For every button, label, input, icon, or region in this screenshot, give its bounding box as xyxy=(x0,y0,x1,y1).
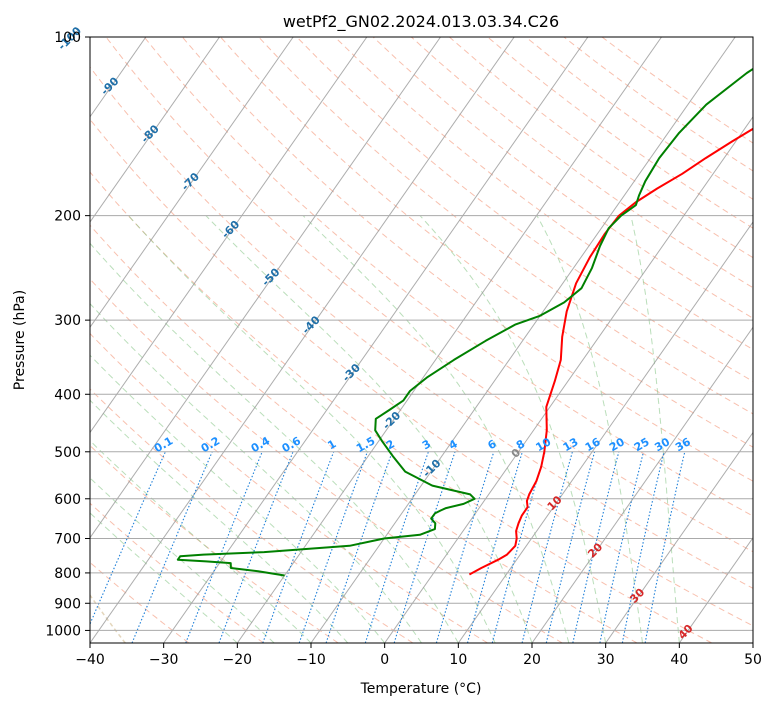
mixing-ratio-line xyxy=(298,451,368,643)
isotherm-line xyxy=(0,37,72,643)
x-tick-label: 0 xyxy=(380,652,389,668)
y-tick-label: 700 xyxy=(54,532,81,548)
dry-adiabat xyxy=(220,37,753,448)
moist-adiabat xyxy=(128,215,496,643)
moist-adiabat xyxy=(90,303,422,643)
dewpoint-profile-line xyxy=(176,67,753,577)
isotherm-line xyxy=(310,37,736,643)
isotherm-line xyxy=(605,431,753,643)
isotherm-line xyxy=(678,536,753,643)
plot-frame xyxy=(89,36,754,644)
y-tick-label: 100 xyxy=(54,30,81,46)
x-tick-label: −40 xyxy=(75,652,105,668)
pressure-grid xyxy=(90,37,753,631)
reference-curve xyxy=(90,593,126,643)
x-tick-label: −30 xyxy=(149,652,179,668)
dry-adiabat xyxy=(90,444,339,643)
dry-adiabat xyxy=(143,37,753,517)
isotherm-line xyxy=(90,37,294,329)
x-tick-label: 30 xyxy=(597,652,615,668)
y-tick-label: 300 xyxy=(54,313,81,329)
isotherm-line xyxy=(90,37,515,643)
mixing-ratio-line xyxy=(325,451,393,643)
moist-adiabat xyxy=(90,440,312,643)
isotherm-line xyxy=(457,221,753,643)
y-tick-label: 800 xyxy=(54,566,81,582)
dry-adiabat xyxy=(90,224,638,643)
mixing-ratio-line xyxy=(218,451,294,643)
x-tick-label: 50 xyxy=(744,652,762,668)
moist-adiabat xyxy=(630,215,680,643)
mixing-ratio-line xyxy=(644,451,686,643)
profile-lines xyxy=(176,67,753,577)
mixing-ratio-line xyxy=(572,451,620,643)
y-tick-label: 1000 xyxy=(45,623,81,639)
background-lines xyxy=(0,37,753,643)
isotherm-line xyxy=(90,37,368,434)
isotherm-line xyxy=(752,642,753,643)
x-axis-label: Temperature (°C) xyxy=(360,681,482,697)
x-tick-label: −10 xyxy=(296,652,326,668)
mixing-ratio-line xyxy=(393,451,456,643)
mixing-ratio-line xyxy=(185,451,263,643)
mixing-ratio-line xyxy=(262,451,335,643)
mixing-ratio-line xyxy=(90,451,166,626)
x-tick-label: −20 xyxy=(223,652,253,668)
y-tick-label: 200 xyxy=(54,209,81,225)
isotherm-line xyxy=(531,326,753,643)
mixing-ratio-line xyxy=(621,451,665,643)
mixing-ratio-line xyxy=(131,451,213,643)
mixing-ratio-line xyxy=(364,451,429,643)
y-axis-label: Pressure (hPa) xyxy=(12,290,28,390)
y-tick-label: 400 xyxy=(54,387,81,403)
y-tick-label: 900 xyxy=(54,596,81,612)
isotherm-line xyxy=(163,37,589,643)
mixing-ratio-line xyxy=(491,451,546,643)
dry-adiabat xyxy=(410,37,753,289)
mixing-ratio-line xyxy=(521,451,573,643)
dry-adiabat xyxy=(90,66,753,589)
plot-background xyxy=(90,37,753,643)
x-tick-label: 40 xyxy=(670,652,688,668)
chart-title: wetPf2_GN02.2024.013.03.34.C26 xyxy=(283,12,559,32)
mixing-ratio-line xyxy=(599,451,645,643)
dry-adiabat xyxy=(90,171,712,643)
mixing-ratio-line xyxy=(435,451,495,643)
dry-adiabat xyxy=(258,37,753,415)
dry-adiabat xyxy=(105,37,753,553)
moist-adiabat xyxy=(419,215,607,643)
dry-adiabat xyxy=(90,502,264,643)
isotherm-line xyxy=(236,37,662,643)
y-tick-label: 600 xyxy=(54,492,81,508)
dry-adiabat xyxy=(90,118,753,627)
temperature-profile-line xyxy=(468,127,753,576)
x-tick-label: 10 xyxy=(449,652,467,668)
y-tick-label: 500 xyxy=(54,445,81,461)
moist-adiabat xyxy=(90,242,459,643)
dry-adiabat xyxy=(296,37,753,382)
isotherm-line xyxy=(90,37,220,223)
dry-adiabat xyxy=(90,332,488,643)
moist-adiabat xyxy=(536,215,643,643)
x-tick-label: 20 xyxy=(523,652,541,668)
axis-ticks: −40 −30 −20 −10 0 10 20 30 40 50 100 200 300 400 500 60… xyxy=(45,30,762,668)
dry-adiabat xyxy=(90,278,563,643)
isotherm-line xyxy=(90,37,441,539)
